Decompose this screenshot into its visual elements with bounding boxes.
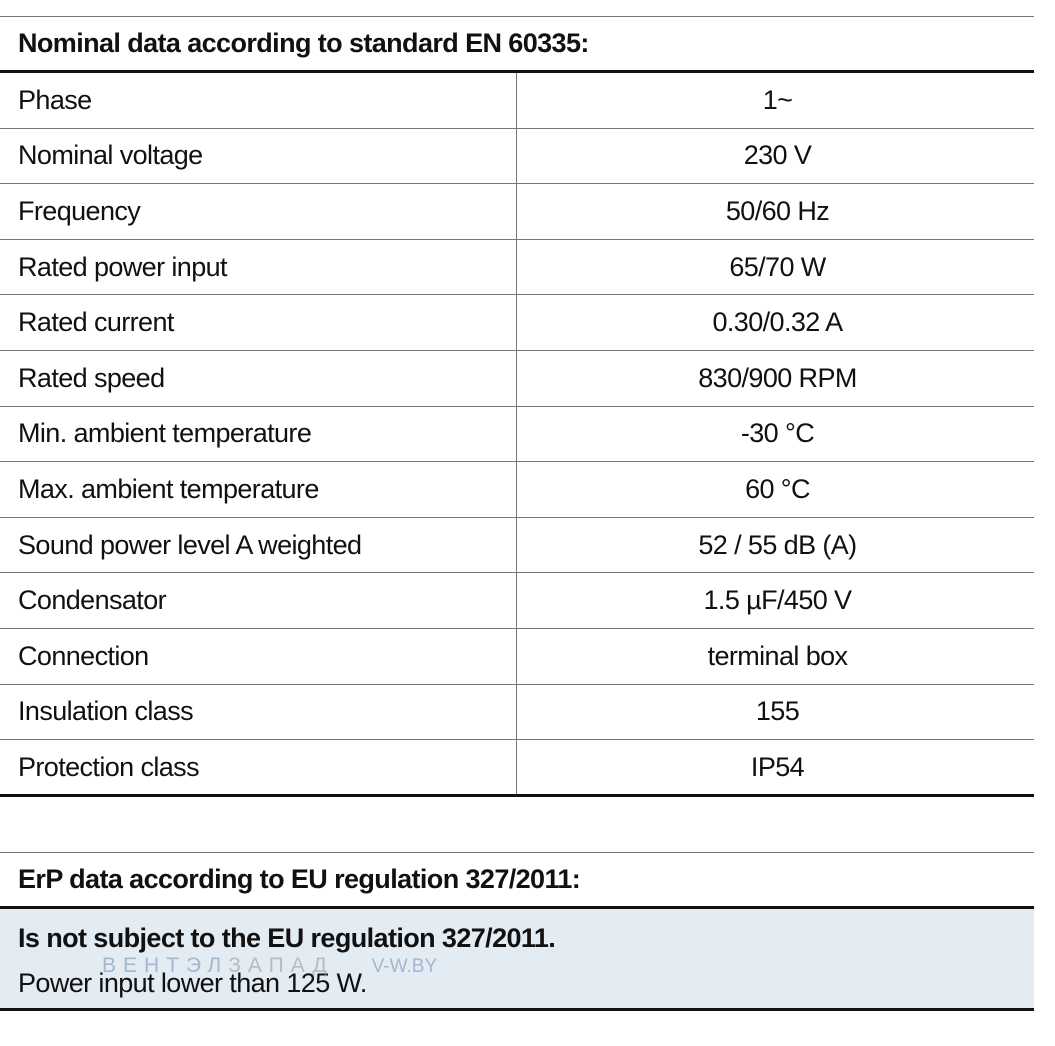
erp-data-body: Is not subject to the EU regulation 327/… <box>0 909 1034 1011</box>
row-value: 50/60 Hz <box>725 195 830 226</box>
row-label: Min. ambient temperature <box>0 406 517 462</box>
row-value: IP54 <box>750 751 805 782</box>
table-row: Protection class IP54 <box>0 740 1034 798</box>
nominal-data-rows: Phase 1~ Nominal voltage 230 V Frequency 50/6… <box>0 73 1034 798</box>
table-row: Nominal voltage 230 V <box>0 128 1034 185</box>
table-row: Condensator 1.5 µF/450 V <box>0 573 1034 629</box>
row-label: Connection <box>0 628 517 684</box>
row-label: Protection class <box>0 740 517 795</box>
row-value: 1~ <box>762 84 793 115</box>
row-value: 60 °C <box>745 473 810 504</box>
row-label: Sound power level A weighted <box>0 517 517 573</box>
erp-data-table: ErP data according to EU regulation 327/… <box>0 852 1034 1011</box>
row-value: 0.30/0.32 A <box>712 307 843 338</box>
row-label: Rated power input <box>0 239 517 295</box>
erp-statement: Is not subject to the EU regulation 327/… <box>18 923 556 953</box>
table-row: Insulation class 155 <box>0 684 1034 741</box>
table-row: Rated power input 65/70 W <box>0 239 1034 296</box>
row-value: 230 V <box>743 140 812 171</box>
row-label: Insulation class <box>0 684 517 740</box>
row-value: terminal box <box>707 640 848 671</box>
nominal-data-table: Nominal data according to standard EN 60… <box>0 16 1034 798</box>
table-row: Sound power level A weighted 52 / 55 dB (… <box>0 517 1034 574</box>
row-label: Phase <box>0 73 517 128</box>
row-label: Condensator <box>0 573 517 628</box>
row-value: 830/900 RPM <box>698 362 857 393</box>
nominal-data-title: Nominal data according to standard EN 60… <box>0 17 1034 73</box>
table-row: Rated current 0.30/0.32 A <box>0 295 1034 351</box>
row-label: Nominal voltage <box>0 128 517 184</box>
row-label: Rated speed <box>0 350 517 406</box>
table-row: Max. ambient temperature 60 °C <box>0 462 1034 518</box>
row-value: 1.5 µF/450 V <box>703 585 853 616</box>
row-value: 155 <box>755 696 800 727</box>
row-value: -30 °C <box>740 418 815 449</box>
table-row: Connection terminal box <box>0 628 1034 685</box>
row-value: 52 / 55 dB (A) <box>698 529 857 560</box>
erp-data-title: ErP data according to EU regulation 327/… <box>0 853 1034 909</box>
table-row: Frequency 50/60 Hz <box>0 184 1034 240</box>
row-label: Frequency <box>0 184 517 239</box>
row-label: Max. ambient temperature <box>0 462 517 517</box>
table-row: Phase 1~ <box>0 73 1034 129</box>
erp-reason: Power input lower than 125 W. <box>18 968 367 998</box>
table-row: Min. ambient temperature -30 °C <box>0 406 1034 463</box>
table-row: Rated speed 830/900 RPM <box>0 350 1034 407</box>
row-value: 65/70 W <box>729 251 826 282</box>
row-label: Rated current <box>0 295 517 350</box>
